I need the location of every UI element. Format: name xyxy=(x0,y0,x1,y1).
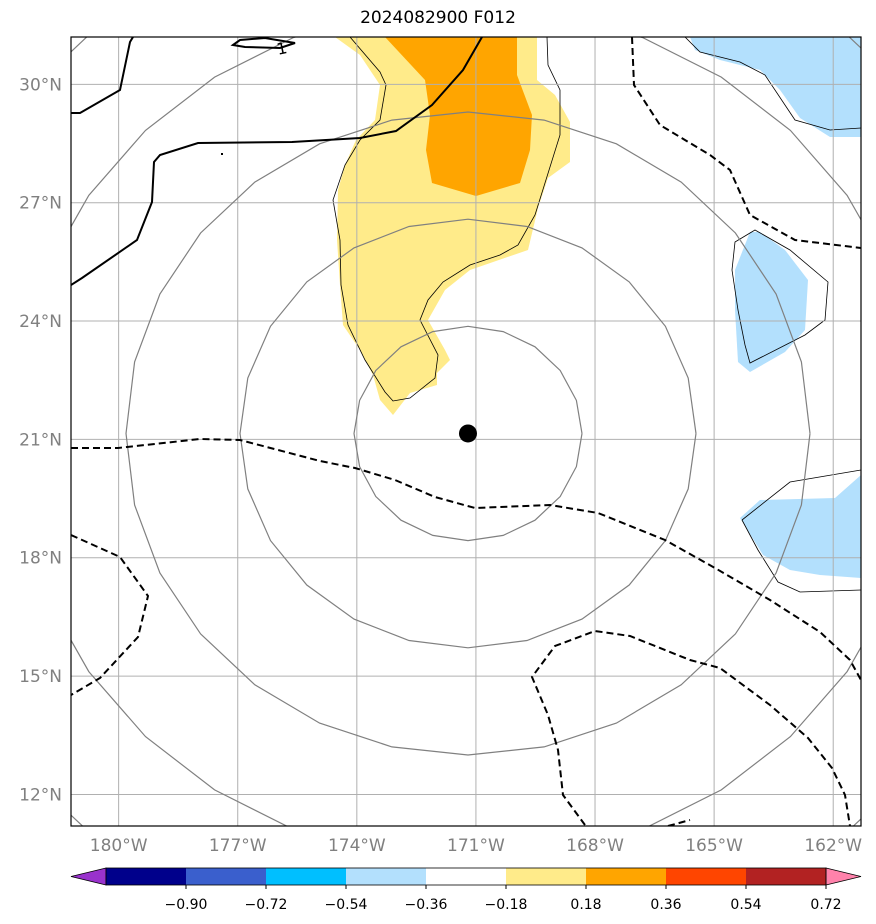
colorbar-segment xyxy=(426,868,507,885)
longitude-label: 180°W xyxy=(90,836,148,856)
colorbar-segment xyxy=(346,868,427,885)
colorbar-tick-label: −0.54 xyxy=(325,897,368,913)
colorbar-segment xyxy=(506,868,587,885)
colorbar-tick-label: −0.36 xyxy=(405,897,448,913)
latitude-label: 12°N xyxy=(19,785,62,805)
dashed-contours xyxy=(71,37,861,826)
longitude-label: 177°W xyxy=(209,836,267,856)
longitude-labels: 180°W 177°W 174°W 171°W 168°W 165°W 162°W xyxy=(90,836,863,856)
colorbar-extend-low xyxy=(70,867,107,886)
longitude-label: 165°W xyxy=(685,836,743,856)
map-frame xyxy=(70,36,862,827)
latitude-label: 30°N xyxy=(19,75,62,95)
latitude-labels: 30°N 27°N 24°N 21°N 18°N 15°N 12°N xyxy=(19,75,62,805)
colorbar-tick-label: 0.18 xyxy=(570,897,601,913)
latitude-label: 18°N xyxy=(19,549,62,569)
colorbar-tick-label: 0.54 xyxy=(730,897,761,913)
solid-contours xyxy=(71,37,483,286)
colorbar-segment xyxy=(746,868,827,885)
latitude-label: 15°N xyxy=(19,667,62,687)
positive-anomaly-strong xyxy=(385,37,532,196)
thin-contours xyxy=(332,37,861,593)
longitude-label: 174°W xyxy=(328,836,386,856)
colorbar xyxy=(70,867,862,886)
distance-ring xyxy=(353,325,583,542)
distance-ring xyxy=(239,218,697,649)
longitude-label: 162°W xyxy=(804,836,862,856)
colorbar-segment xyxy=(186,868,267,885)
longitude-label: 171°W xyxy=(447,836,505,856)
latitude-label: 21°N xyxy=(19,430,62,450)
contour-label: 1 xyxy=(275,38,289,59)
colorbar-segment xyxy=(666,868,747,885)
latitude-label: 24°N xyxy=(19,312,62,332)
latitude-label: 27°N xyxy=(19,194,62,214)
colorbar-tick-label: 0.72 xyxy=(810,897,841,913)
colorbar-extend-high xyxy=(825,867,862,886)
distance-ring xyxy=(125,111,811,756)
colorbar-frame xyxy=(105,867,827,886)
colorbar-segment xyxy=(106,868,187,885)
negative-anomaly-northeast xyxy=(690,37,861,137)
negative-anomaly-southeast xyxy=(740,475,861,578)
colorbar-labels: −0.90 −0.72 −0.54 −0.36 −0.18 0.18 0.36 0.54 0.7… xyxy=(165,885,842,913)
map-title: 2024082900 F012 xyxy=(360,8,516,28)
colorbar-tick-label: −0.90 xyxy=(165,897,208,913)
storm-center-marker xyxy=(458,424,477,443)
colorbar-tick-label: −0.72 xyxy=(245,897,288,913)
colorbar-tick-label: −0.18 xyxy=(485,897,528,913)
distance-ring xyxy=(71,37,861,826)
colorbar-tick-label: 0.36 xyxy=(650,897,681,913)
longitude-label: 168°W xyxy=(566,836,624,856)
colorbar-segment xyxy=(266,868,347,885)
colorbar-segment xyxy=(586,868,667,885)
negative-anomaly-east xyxy=(735,232,808,372)
lat-lon-grid xyxy=(71,37,861,826)
